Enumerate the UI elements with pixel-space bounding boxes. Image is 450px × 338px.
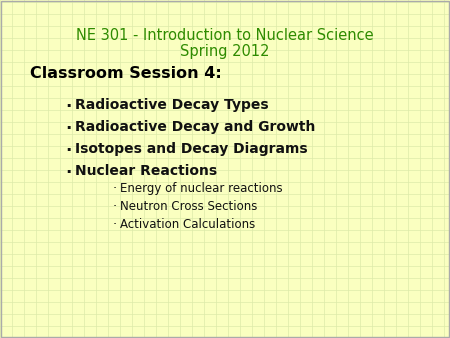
Text: Activation Calculations: Activation Calculations [120,218,255,231]
Text: Energy of nuclear reactions: Energy of nuclear reactions [120,182,283,195]
Text: Spring 2012: Spring 2012 [180,44,270,59]
Text: NE 301 - Introduction to Nuclear Science: NE 301 - Introduction to Nuclear Science [76,28,374,43]
Text: ·: · [66,120,72,138]
Text: Nuclear Reactions: Nuclear Reactions [75,164,217,178]
Text: ·: · [113,200,117,213]
Text: Radioactive Decay and Growth: Radioactive Decay and Growth [75,120,315,134]
Text: ·: · [66,98,72,116]
Text: ·: · [66,164,72,182]
Text: Neutron Cross Sections: Neutron Cross Sections [120,200,257,213]
Text: Radioactive Decay Types: Radioactive Decay Types [75,98,269,112]
Text: ·: · [113,182,117,195]
Text: Classroom Session 4:: Classroom Session 4: [30,66,222,81]
Text: Isotopes and Decay Diagrams: Isotopes and Decay Diagrams [75,142,308,156]
Text: ·: · [113,218,117,231]
Text: ·: · [66,142,72,160]
